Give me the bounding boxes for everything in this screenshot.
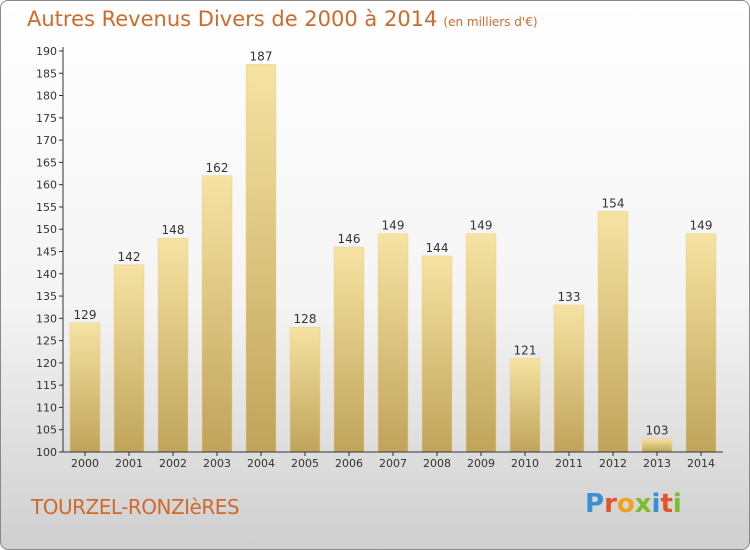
x-tick-label: 2010 [511,457,539,470]
data-label: 133 [558,290,581,304]
logo-letter: x [634,489,652,519]
x-tick-label: 2003 [203,457,231,470]
data-label: 121 [514,343,537,357]
title-text: Autres Revenus Divers de 2000 à 2014 [27,7,438,31]
y-tick-label: 145 [36,246,57,259]
logo-letter: o [616,489,635,519]
x-tick-label: 2000 [71,457,99,470]
x-tick-label: 2014 [687,457,715,470]
commune-name: TOURZEL-RONZIèRES [31,495,240,519]
bar [421,255,453,453]
data-label: 144 [426,241,449,255]
bar [465,233,497,453]
bar [509,358,541,453]
data-label: 146 [338,232,361,246]
bar [289,326,321,453]
y-tick-label: 170 [36,134,57,147]
bar [685,233,717,453]
bar [597,211,629,453]
x-tick-label: 2011 [555,457,583,470]
chart-title: Autres Revenus Divers de 2000 à 2014 (en … [27,7,538,31]
y-tick-label: 185 [36,67,57,80]
bars: 129 142 148 162 187 128 146 149 144 149 121 133 154 1… [69,49,717,453]
data-label: 142 [118,250,141,264]
data-label: 149 [690,219,713,233]
bar [377,233,409,453]
data-label: 128 [294,312,317,326]
y-tick-label: 155 [36,201,57,214]
bar [553,304,585,453]
y-tick-label: 125 [36,335,57,348]
x-tick-label: 2005 [291,457,319,470]
y-tick-label: 115 [36,379,57,392]
proxiti-logo[interactable]: Proxiti [585,489,682,519]
x-tick-label: 2004 [247,457,275,470]
x-tick-label: 2007 [379,457,407,470]
x-tick-label: 2006 [335,457,363,470]
y-tick-label: 105 [36,424,57,437]
bar [157,237,189,453]
data-label: 154 [602,196,625,210]
data-label: 103 [646,424,669,438]
bar [333,246,365,453]
y-tick-label: 100 [36,446,57,459]
y-tick-label: 120 [36,357,57,370]
data-label: 149 [382,219,405,233]
x-axis: 2000 2001 2002 2003 2004 2005 2006 2007 2008 2009… [63,451,723,470]
x-tick-label: 2012 [599,457,627,470]
x-tick-label: 2009 [467,457,495,470]
bar [201,175,233,453]
y-tick-label: 190 [36,45,57,58]
x-tick-label: 2002 [159,457,187,470]
y-tick-label: 175 [36,112,57,125]
x-tick-label: 2008 [423,457,451,470]
y-tick-label: 110 [36,401,57,414]
logo-letter: r [604,489,617,519]
chart-subtitle: (en milliers d'€) [443,15,538,29]
bar [641,438,673,453]
data-label: 129 [74,308,97,322]
logo-letter: P [585,489,605,519]
y-tick-label: 150 [36,223,57,236]
bar [245,64,277,453]
data-label: 187 [250,49,273,63]
x-tick-label: 2001 [115,457,143,470]
logo-letter: i [651,489,661,519]
y-tick-label: 160 [36,179,57,192]
y-tick-label: 140 [36,268,57,281]
x-tick-label: 2013 [643,457,671,470]
logo-letter: t [660,489,673,519]
bar [69,322,101,453]
y-axis: 100 105 110 115 120 125 130 135 140 145 150 155 160 1… [36,45,64,459]
y-tick-label: 180 [36,90,57,103]
data-label: 149 [470,219,493,233]
y-tick-label: 135 [36,290,57,303]
y-tick-label: 165 [36,156,57,169]
data-label: 148 [162,223,185,237]
y-tick-label: 130 [36,312,57,325]
bar [113,264,145,453]
logo-letter: i [672,489,682,519]
data-label: 162 [206,161,229,175]
